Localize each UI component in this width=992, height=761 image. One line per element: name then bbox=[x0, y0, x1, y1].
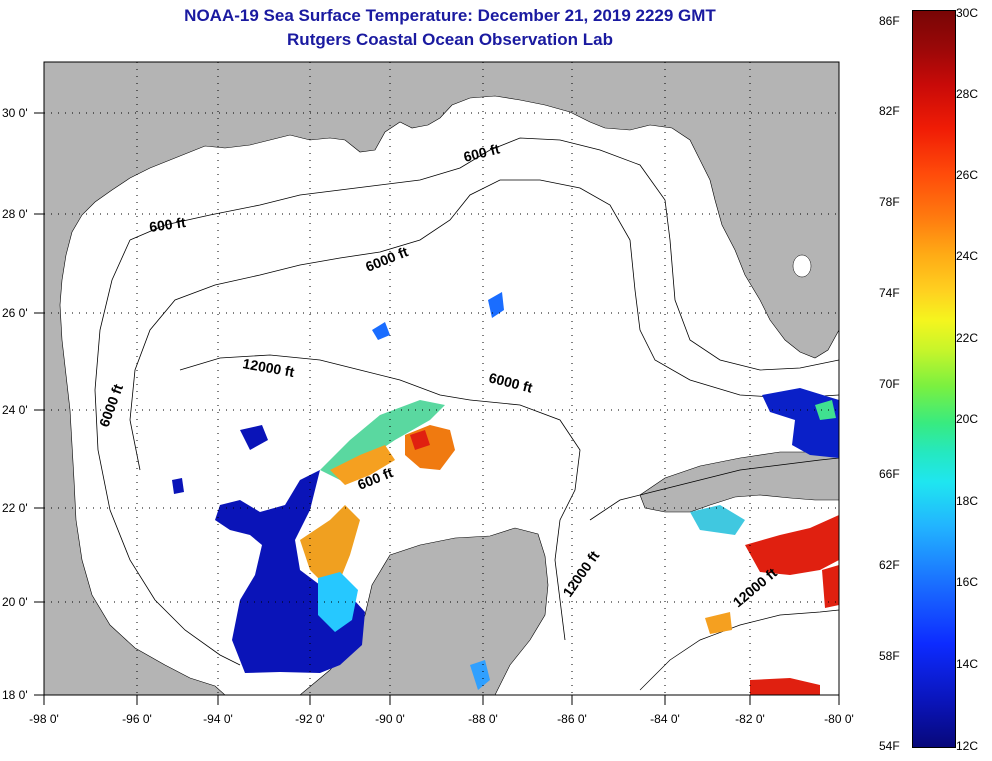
lon-label-82: -82 0' bbox=[735, 712, 765, 726]
sst-caribbean-mixed bbox=[690, 505, 745, 535]
contour-cayman bbox=[639, 609, 839, 691]
colorbar-c-12: 12C bbox=[956, 739, 979, 753]
contour-600ft bbox=[129, 137, 839, 371]
lon-label-96: -96 0' bbox=[122, 712, 152, 726]
temperature-colorbar bbox=[912, 10, 956, 748]
colorbar-c-22: 22C bbox=[956, 331, 979, 345]
map-frame bbox=[43, 61, 840, 696]
sst-caribbean-red bbox=[745, 515, 839, 575]
sst-north-speck bbox=[372, 322, 390, 340]
lake-okeechobee bbox=[792, 254, 812, 278]
map-title: NOAA-19 Sea Surface Temperature: Decembe… bbox=[184, 6, 716, 25]
frame-ticks bbox=[34, 112, 840, 705]
lon-label-94: -94 0' bbox=[203, 712, 233, 726]
lon-label-90: -90 0' bbox=[375, 712, 405, 726]
lat-label-24: 24 0' bbox=[2, 403, 28, 417]
contour-label-600-west: 600 ft bbox=[148, 214, 187, 235]
contour-6000ft-east bbox=[469, 399, 581, 641]
graticule bbox=[44, 62, 839, 695]
colorbar-f-86: 86F bbox=[879, 14, 900, 28]
lon-label-80: -80 0' bbox=[824, 712, 854, 726]
colorbar-f-82: 82F bbox=[879, 104, 900, 118]
lon-label-92: -92 0' bbox=[295, 712, 325, 726]
sst-north-speck-2 bbox=[488, 292, 504, 318]
colorbar-c-24: 24C bbox=[956, 249, 979, 263]
lat-label-26: 26 0' bbox=[2, 306, 28, 320]
contour-600ft-west bbox=[94, 239, 241, 666]
sst-caribbean-red-3 bbox=[750, 678, 820, 695]
land-cuba bbox=[639, 449, 839, 513]
sst-orange-band bbox=[330, 445, 395, 485]
sst-caribbean-orange bbox=[705, 612, 732, 634]
lat-label-28: 28 0' bbox=[2, 207, 28, 221]
colorbar-f-74: 74F bbox=[879, 286, 900, 300]
lat-label-30: 30 0' bbox=[2, 106, 28, 120]
colorbar-f-62: 62F bbox=[879, 558, 900, 572]
colorbar-c-14: 14C bbox=[956, 657, 979, 671]
sst-cold-patch-2 bbox=[240, 425, 268, 450]
contour-6000ft bbox=[129, 179, 839, 471]
colorbar-f-66: 66F bbox=[879, 467, 900, 481]
contour-12000ft bbox=[179, 354, 471, 401]
colorbar-c-20: 20C bbox=[956, 412, 979, 426]
colorbar-c-16: 16C bbox=[956, 575, 979, 589]
sst-red-spot bbox=[410, 430, 430, 450]
colorbar-f-70: 70F bbox=[879, 377, 900, 391]
lat-label-20: 20 0' bbox=[2, 595, 28, 609]
lon-label-86: -86 0' bbox=[557, 712, 587, 726]
colorbar-f-54: 54F bbox=[879, 739, 900, 753]
colorbar-c-30: 30C bbox=[956, 6, 979, 20]
colorbar-c-26: 26C bbox=[956, 168, 979, 182]
colorbar-f-58: 58F bbox=[879, 649, 900, 663]
lon-label-98: -98 0' bbox=[29, 712, 59, 726]
lat-label-22: 22 0' bbox=[2, 501, 28, 515]
sst-cold-patch-3 bbox=[172, 478, 184, 494]
colorbar-f-78: 78F bbox=[879, 195, 900, 209]
lon-label-84: -84 0' bbox=[650, 712, 680, 726]
lon-label-88: -88 0' bbox=[468, 712, 498, 726]
sst-mixed-patch bbox=[300, 505, 360, 585]
sst-florida-green bbox=[815, 400, 836, 420]
colorbar-c-28: 28C bbox=[956, 87, 979, 101]
lat-label-18: 18 0' bbox=[2, 688, 28, 702]
map-subtitle: Rutgers Coastal Ocean Observation Lab bbox=[287, 30, 613, 49]
sst-caribbean-red-2 bbox=[822, 565, 839, 608]
colorbar-c-18: 18C bbox=[956, 494, 979, 508]
land-us-mexico bbox=[44, 62, 839, 695]
contour-12000ft-south bbox=[589, 457, 839, 521]
sst-yucatan-tip bbox=[470, 660, 490, 690]
